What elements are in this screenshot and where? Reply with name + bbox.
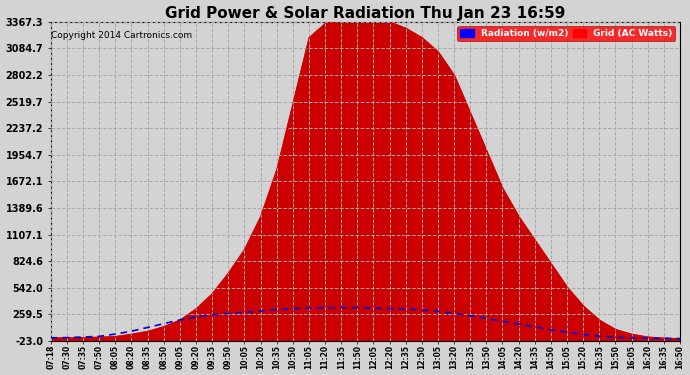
Title: Grid Power & Solar Radiation Thu Jan 23 16:59: Grid Power & Solar Radiation Thu Jan 23 … <box>165 6 566 21</box>
Text: Copyright 2014 Cartronics.com: Copyright 2014 Cartronics.com <box>52 31 193 40</box>
Legend: Radiation (w/m2), Grid (AC Watts): Radiation (w/m2), Grid (AC Watts) <box>457 26 676 40</box>
